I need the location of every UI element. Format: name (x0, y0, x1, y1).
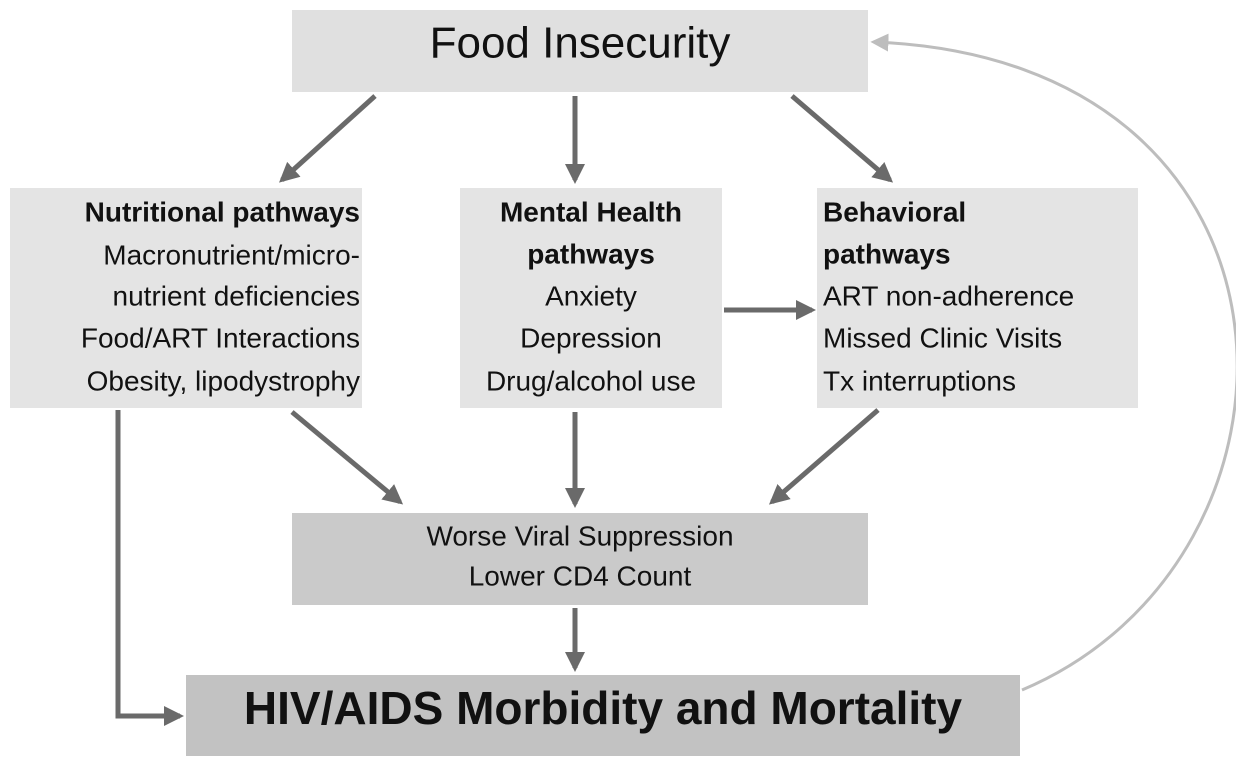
node-title: pathways (823, 238, 951, 269)
arrow (279, 94, 377, 183)
mental-box (460, 188, 722, 408)
node-line: Obesity, lipodystrophy (87, 365, 360, 396)
behavioral-box (817, 188, 1138, 408)
node-title: Behavioral (823, 196, 966, 227)
arrow (290, 410, 404, 505)
outcome-line: Worse Viral Suppression (426, 520, 733, 551)
outcome-box (292, 513, 868, 605)
node-line: Anxiety (545, 280, 637, 311)
node-title: Mental Health (500, 196, 682, 227)
node-line: Missed Clinic Visits (823, 322, 1062, 353)
node-line: Drug/alcohol use (486, 365, 696, 396)
top-label: Food Insecurity (430, 19, 731, 68)
node-line: Depression (520, 322, 662, 353)
node-line: ART non-adherence (823, 280, 1074, 311)
arrow (768, 408, 880, 505)
node-line: nutrient deficiencies (113, 280, 360, 311)
arrow (790, 94, 894, 183)
node-title: pathways (527, 238, 655, 269)
node-line: Tx interruptions (823, 365, 1016, 396)
arrow (115, 410, 184, 726)
bottom-box (186, 675, 1020, 756)
feedback-arrow (870, 33, 1236, 692)
arrows (115, 33, 1236, 726)
node-line: Macronutrient/micro- (103, 239, 360, 270)
bottom-label: HIV/AIDS Morbidity and Mortality (244, 682, 963, 734)
node-line: Food/ART Interactions (81, 322, 360, 353)
top-box (292, 10, 868, 92)
nutritional-box (10, 188, 362, 408)
outcome-line: Lower CD4 Count (469, 560, 692, 591)
node-title: Nutritional pathways (85, 196, 360, 227)
